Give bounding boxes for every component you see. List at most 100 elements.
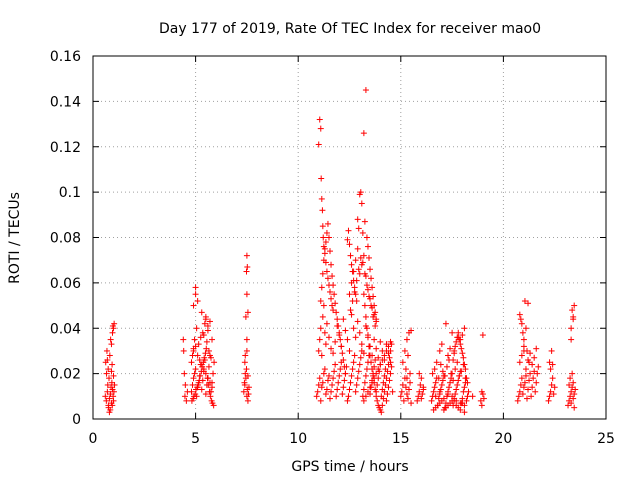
data-point	[202, 350, 209, 357]
data-point	[192, 391, 199, 398]
y-tick-label: 0.08	[50, 231, 81, 247]
data-point	[527, 350, 534, 357]
data-point	[244, 372, 251, 379]
data-point	[242, 313, 249, 320]
data-point	[319, 313, 326, 320]
data-point	[207, 393, 214, 400]
data-point	[453, 397, 460, 404]
data-point	[429, 370, 436, 377]
data-point	[386, 354, 393, 361]
data-point	[374, 381, 381, 388]
data-point	[450, 377, 457, 384]
data-point	[318, 195, 325, 202]
data-point	[330, 307, 337, 314]
data-point	[362, 87, 369, 94]
data-point	[432, 379, 439, 386]
data-point	[363, 325, 370, 332]
data-point	[180, 336, 187, 343]
data-point	[463, 397, 470, 404]
data-point	[106, 375, 113, 382]
data-point	[180, 347, 187, 354]
data-point	[520, 384, 527, 391]
data-point	[352, 388, 359, 395]
y-tick-label: 0.06	[50, 276, 81, 292]
data-point	[400, 397, 407, 404]
data-point	[323, 386, 330, 393]
data-point	[551, 384, 558, 391]
data-point	[196, 377, 203, 384]
data-point	[402, 366, 409, 373]
data-point	[332, 338, 339, 345]
data-point	[519, 329, 526, 336]
data-point	[243, 291, 250, 298]
data-point	[335, 379, 342, 386]
data-point	[195, 381, 202, 388]
data-point	[108, 341, 115, 348]
data-point	[377, 338, 384, 345]
data-point	[319, 379, 326, 386]
data-point	[103, 397, 110, 404]
data-point	[356, 361, 363, 368]
data-point	[356, 270, 363, 277]
data-point	[323, 268, 330, 275]
data-point	[383, 397, 390, 404]
data-point	[200, 366, 207, 373]
data-point	[455, 329, 462, 336]
data-point	[528, 393, 535, 400]
data-point	[522, 372, 529, 379]
data-point	[243, 366, 250, 373]
data-point	[398, 388, 405, 395]
data-point	[371, 375, 378, 382]
y-tick-label: 0.1	[59, 185, 81, 201]
data-point	[372, 322, 379, 329]
data-point	[370, 313, 377, 320]
data-point	[381, 352, 388, 359]
data-point	[454, 359, 461, 366]
data-point	[327, 395, 334, 402]
data-point	[383, 375, 390, 382]
data-point	[353, 277, 360, 284]
data-point	[518, 375, 525, 382]
data-point	[459, 350, 466, 357]
data-point	[531, 368, 538, 375]
data-point	[550, 391, 557, 398]
data-point	[385, 361, 392, 368]
data-point	[569, 307, 576, 314]
data-point	[368, 359, 375, 366]
data-point	[202, 370, 209, 377]
data-point	[417, 381, 424, 388]
data-point	[379, 357, 386, 364]
data-point	[328, 388, 335, 395]
data-point	[243, 347, 250, 354]
data-point	[375, 354, 382, 361]
data-point	[197, 372, 204, 379]
data-point	[532, 388, 539, 395]
data-point	[363, 234, 370, 241]
data-point	[242, 352, 249, 359]
data-point	[416, 370, 423, 377]
data-point	[443, 363, 450, 370]
data-point	[373, 345, 380, 352]
data-point	[355, 266, 362, 273]
data-point	[529, 384, 536, 391]
data-point	[205, 363, 212, 370]
data-point	[374, 397, 381, 404]
data-point	[570, 316, 577, 323]
data-point	[315, 381, 322, 388]
data-point	[196, 357, 203, 364]
data-point	[453, 338, 460, 345]
data-point	[361, 379, 368, 386]
y-axis-label: ROTI / TECUs	[7, 192, 23, 284]
data-point	[354, 245, 361, 252]
data-point	[206, 318, 213, 325]
data-point	[546, 359, 553, 366]
data-point	[316, 375, 323, 382]
data-point	[318, 284, 325, 291]
data-point	[341, 363, 348, 370]
data-point	[416, 388, 423, 395]
data-point	[358, 200, 365, 207]
data-point	[384, 368, 391, 375]
data-point	[334, 386, 341, 393]
data-point	[521, 298, 528, 305]
data-point	[342, 327, 349, 334]
